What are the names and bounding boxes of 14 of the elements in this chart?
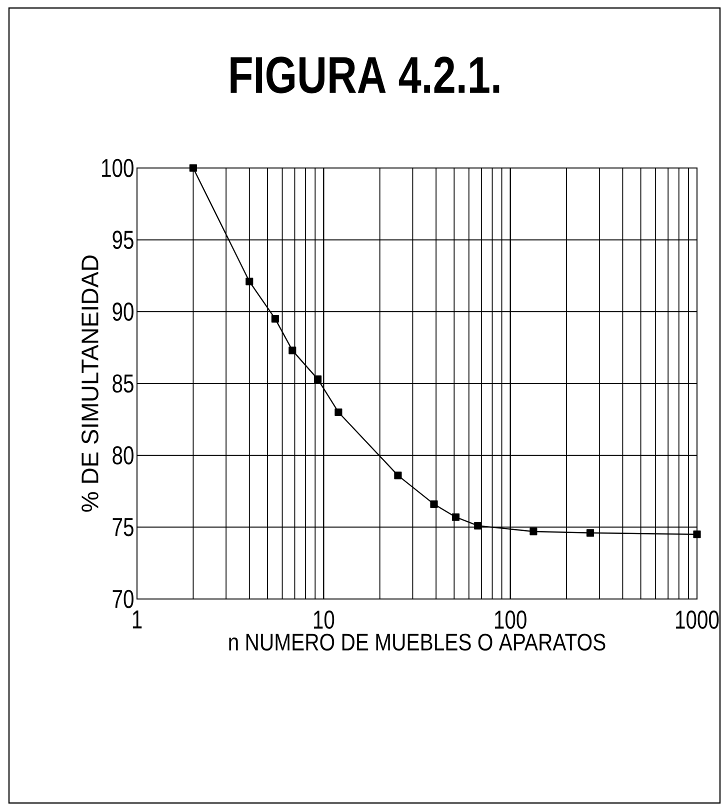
x-axis-title: n NUMERO DE MUEBLES O APARATOS — [229, 634, 606, 651]
x-tick-label: 10 — [314, 610, 334, 629]
chart-title: FIGURA 4.2.1. — [230, 56, 500, 94]
y-tick-label: 85 — [112, 374, 134, 393]
x-tick-label: 100 — [495, 610, 526, 629]
x-tick-label: 1 — [132, 610, 142, 628]
y-tick-label: 70 — [112, 590, 134, 608]
y-tick-label: 90 — [112, 302, 134, 321]
y-tick-label: 95 — [112, 230, 134, 249]
x-tick-label: 1000 — [676, 610, 719, 629]
y-tick-label: 80 — [112, 446, 134, 464]
y-tick-label: 75 — [112, 518, 134, 536]
y-axis-title: % DE SIMULTANEIDAD — [82, 256, 98, 512]
y-tick-label: 100 — [102, 158, 134, 178]
